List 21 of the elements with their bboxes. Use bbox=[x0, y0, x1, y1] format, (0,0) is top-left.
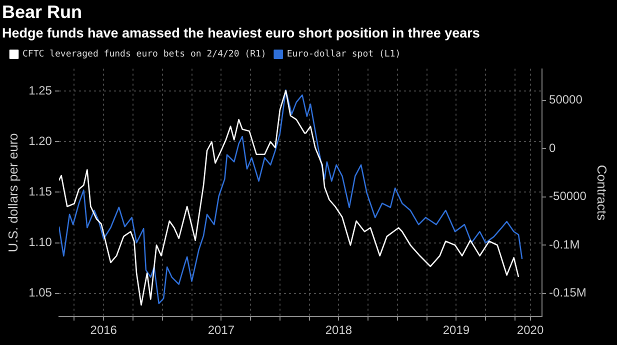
x-tick-label: 2018 bbox=[325, 323, 352, 338]
y2-axis-title: Contracts bbox=[594, 164, 610, 222]
chart-title: Bear Run bbox=[2, 2, 82, 22]
y-tick-label: 1.05 bbox=[28, 286, 52, 300]
y-axis-title: U.S. dollars per euro bbox=[5, 133, 20, 252]
x-tick-label: 2017 bbox=[208, 323, 235, 338]
y2-tick-label: 0 bbox=[549, 140, 556, 155]
x-tick-label: 2020 bbox=[516, 323, 544, 338]
y-tick-label: 1.10 bbox=[28, 235, 52, 250]
y-tick-label: 1.15 bbox=[28, 184, 52, 199]
y2-tick-label: -0.15M bbox=[549, 286, 586, 300]
x-tick-label: 2019 bbox=[442, 323, 470, 338]
legend-label: CFTC leveraged funds euro bets on 2/4/20 (R1) bbox=[22, 50, 266, 60]
y2-tick-label: -50000 bbox=[549, 189, 587, 204]
y2-tick-label: -0.1M bbox=[549, 237, 580, 252]
y-tick-label: 1.20 bbox=[28, 134, 52, 148]
y2-tick-label: 50000 bbox=[549, 92, 583, 107]
chart-subtitle: Hedge funds have amassed the heaviest euro short position in three years bbox=[2, 25, 480, 40]
x-tick-label: 2016 bbox=[90, 323, 118, 338]
legend-label: Euro-dollar spot (L1) bbox=[286, 50, 401, 60]
y-tick-label: 1.25 bbox=[28, 83, 52, 98]
